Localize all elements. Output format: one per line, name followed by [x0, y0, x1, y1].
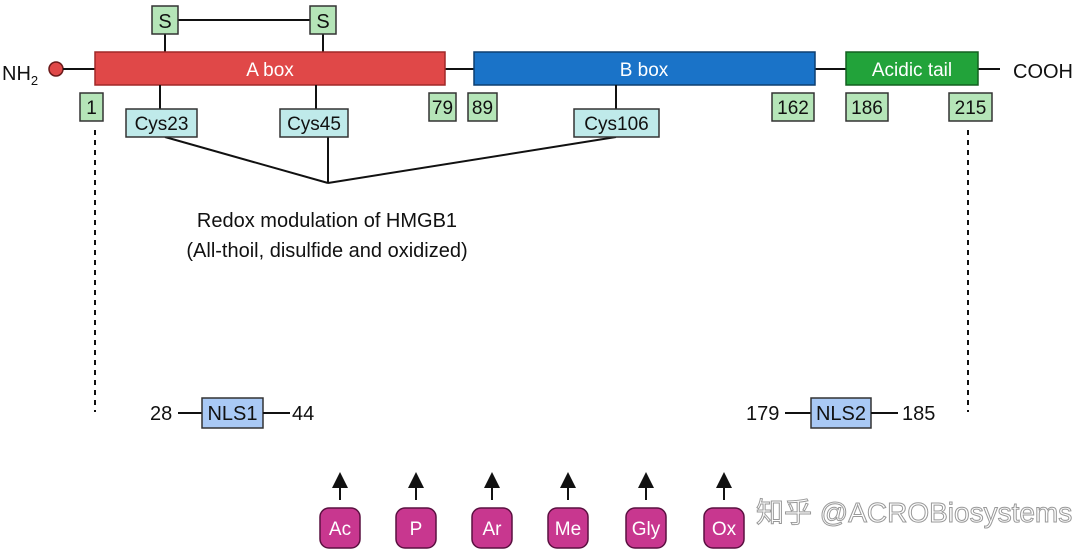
position-89: 89: [467, 92, 498, 122]
sulfur-box-1: S: [151, 5, 179, 35]
ptm-box: [471, 507, 513, 549]
redox-line: [164, 136, 329, 184]
svg-text:Cys106: Cys106: [584, 114, 648, 135]
svg-text:Acidic tail: Acidic tail: [872, 60, 952, 81]
ptm-ac: Ac: [319, 472, 361, 549]
ptm-label: Me: [555, 519, 581, 540]
watermark: 知乎 @ACROBiosystems: [756, 497, 1072, 528]
ptm-p: P: [395, 472, 437, 549]
svg-text:79: 79: [432, 98, 453, 119]
nls1: 28 NLS1 44: [150, 397, 314, 429]
svg-text:186: 186: [851, 98, 883, 119]
cys23-box: Cys23: [125, 108, 198, 138]
ptm-box: [703, 507, 745, 549]
svg-text:162: 162: [777, 98, 809, 119]
svg-text:NLS1: NLS1: [207, 403, 257, 425]
redox-caption-line2: (All-thoil, disulfide and oxidized): [186, 240, 467, 262]
svg-text:28: 28: [150, 403, 172, 425]
svg-text:Cys23: Cys23: [135, 114, 189, 135]
position-79: 79: [428, 92, 457, 122]
svg-text:Cys45: Cys45: [287, 114, 341, 135]
svg-text:215: 215: [955, 98, 987, 119]
position-162: 162: [771, 92, 815, 122]
position-186: 186: [845, 92, 889, 122]
domain-acidic-tail: Acidic tail: [845, 51, 979, 86]
svg-text:NLS2: NLS2: [816, 403, 866, 425]
ptm-me: Me: [547, 472, 589, 549]
redox-line: [327, 136, 617, 184]
n-terminus-circle: [48, 61, 64, 77]
svg-text:1: 1: [86, 98, 97, 119]
ptm-group: Ac P Ar Me Gly Ox: [319, 472, 745, 549]
svg-text:S: S: [158, 11, 171, 33]
domain-a-box: A box: [94, 51, 446, 86]
ptm-box: [547, 507, 589, 549]
svg-text:44: 44: [292, 403, 314, 425]
ptm-box: [625, 507, 667, 549]
ptm-label: Ox: [712, 519, 737, 540]
ptm-box: [319, 507, 361, 549]
nls2: 179 NLS2 185: [746, 397, 935, 429]
ptm-ox: Ox: [703, 472, 745, 549]
ptm-gly: Gly: [625, 472, 667, 549]
svg-text:185: 185: [902, 403, 935, 425]
ptm-box: [395, 507, 437, 549]
svg-text:179: 179: [746, 403, 779, 425]
position-215: 215: [948, 92, 993, 122]
redox-caption-line1: Redox modulation of HMGB1: [197, 210, 457, 232]
c-terminus-label: COOH: [1013, 61, 1073, 83]
svg-text:A box: A box: [246, 60, 294, 81]
domain-b-box: B box: [473, 51, 816, 86]
ptm-label: Ar: [483, 519, 503, 540]
svg-text:S: S: [316, 11, 329, 33]
ptm-ar: Ar: [471, 472, 513, 549]
cys45-box: Cys45: [279, 108, 349, 138]
ptm-label: Gly: [632, 519, 661, 540]
ptm-label: Ac: [329, 519, 351, 540]
cys106-box: Cys106: [573, 108, 660, 138]
ptm-label: P: [410, 519, 423, 540]
sulfur-box-2: S: [309, 5, 337, 35]
position-1: 1: [79, 92, 104, 122]
n-terminus-label: NH2: [2, 63, 38, 88]
svg-text:B box: B box: [620, 60, 669, 81]
svg-text:89: 89: [472, 98, 493, 119]
